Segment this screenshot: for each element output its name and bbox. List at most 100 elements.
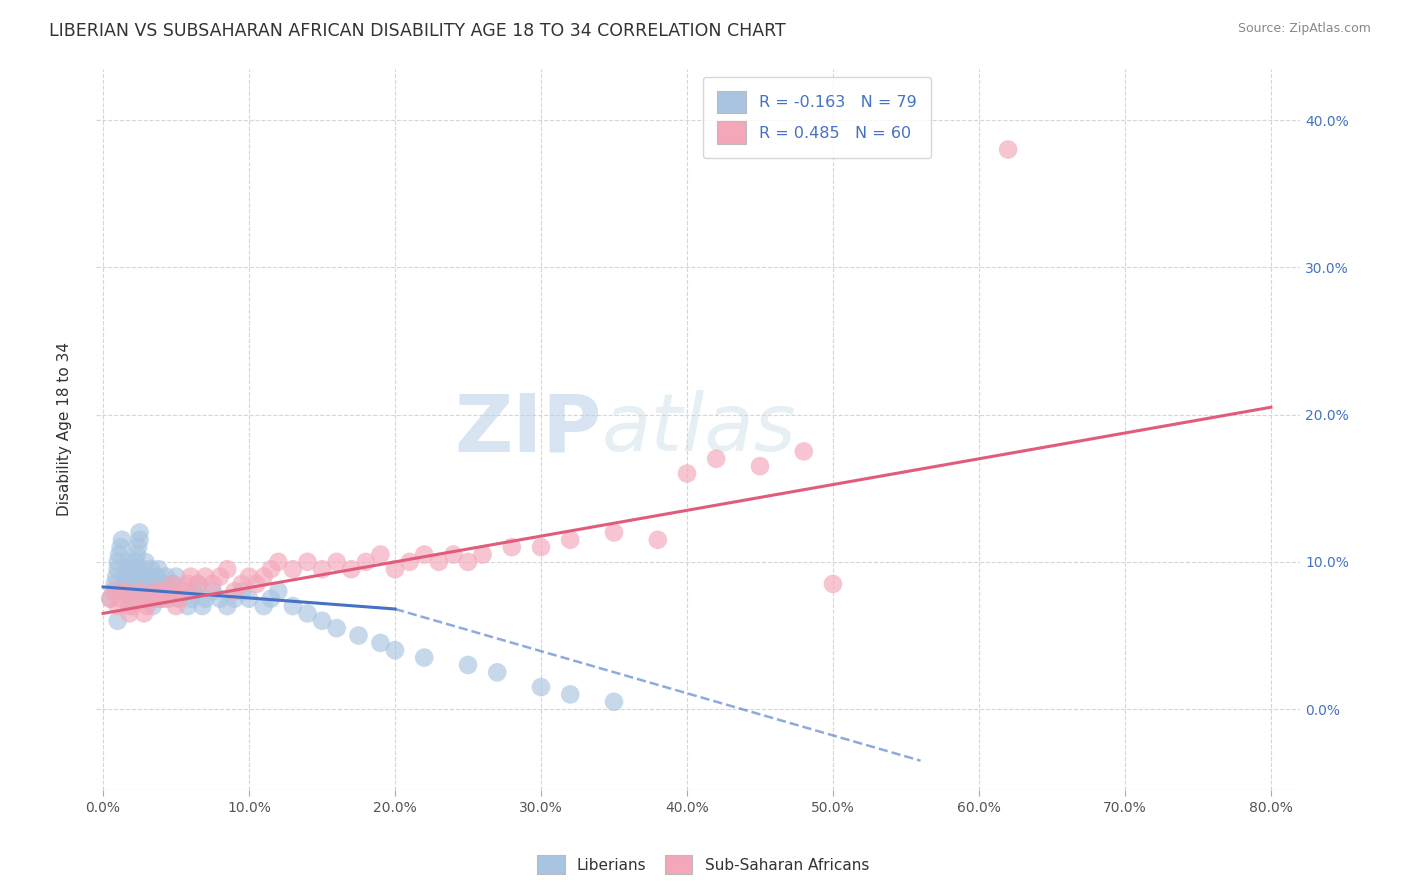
- Point: [114, 584, 136, 599]
- Point: [159, 584, 181, 599]
- Point: [267, 584, 290, 599]
- Point: [486, 665, 509, 680]
- Point: [128, 525, 150, 540]
- Point: [129, 577, 152, 591]
- Point: [191, 599, 214, 613]
- Point: [157, 591, 180, 606]
- Point: [281, 599, 304, 613]
- Point: [311, 614, 333, 628]
- Point: [603, 525, 626, 540]
- Point: [150, 584, 173, 599]
- Legend: Liberians, Sub-Saharan Africans: Liberians, Sub-Saharan Africans: [531, 849, 875, 880]
- Point: [128, 584, 150, 599]
- Text: ZIP: ZIP: [454, 391, 602, 468]
- Point: [297, 607, 319, 621]
- Point: [105, 569, 128, 583]
- Point: [471, 548, 494, 562]
- Point: [267, 555, 290, 569]
- Point: [997, 143, 1019, 157]
- Point: [132, 562, 155, 576]
- Point: [231, 577, 253, 591]
- Point: [110, 591, 132, 606]
- Point: [384, 643, 406, 657]
- Point: [238, 569, 260, 583]
- Point: [162, 577, 184, 591]
- Point: [135, 599, 157, 613]
- Point: [749, 459, 772, 474]
- Point: [172, 584, 194, 599]
- Point: [187, 577, 209, 591]
- Point: [253, 569, 276, 583]
- Point: [560, 687, 582, 701]
- Point: [107, 555, 129, 569]
- Point: [127, 540, 149, 554]
- Point: [135, 584, 157, 599]
- Point: [121, 577, 143, 591]
- Point: [231, 584, 253, 599]
- Point: [253, 599, 276, 613]
- Point: [560, 533, 582, 547]
- Point: [603, 695, 626, 709]
- Point: [117, 555, 139, 569]
- Point: [457, 657, 479, 672]
- Point: [413, 650, 436, 665]
- Point: [347, 628, 370, 642]
- Point: [107, 614, 129, 628]
- Point: [297, 555, 319, 569]
- Point: [180, 591, 202, 606]
- Point: [132, 607, 155, 621]
- Point: [125, 548, 148, 562]
- Point: [177, 577, 200, 591]
- Point: [501, 540, 523, 554]
- Point: [427, 555, 450, 569]
- Point: [311, 562, 333, 576]
- Point: [143, 584, 166, 599]
- Point: [110, 540, 132, 554]
- Point: [180, 569, 202, 583]
- Point: [238, 591, 260, 606]
- Point: [118, 607, 141, 621]
- Point: [457, 555, 479, 569]
- Point: [107, 562, 129, 576]
- Point: [183, 584, 205, 599]
- Point: [208, 591, 231, 606]
- Point: [413, 548, 436, 562]
- Point: [260, 562, 283, 576]
- Point: [139, 591, 162, 606]
- Point: [172, 584, 194, 599]
- Point: [134, 555, 156, 569]
- Point: [162, 577, 184, 591]
- Point: [121, 584, 143, 599]
- Point: [157, 584, 180, 599]
- Legend: R = -0.163   N = 79, R = 0.485   N = 60: R = -0.163 N = 79, R = 0.485 N = 60: [703, 77, 931, 159]
- Point: [177, 599, 200, 613]
- Point: [530, 540, 553, 554]
- Point: [131, 569, 153, 583]
- Point: [217, 599, 239, 613]
- Point: [153, 591, 176, 606]
- Point: [224, 591, 246, 606]
- Point: [121, 569, 143, 583]
- Point: [135, 591, 157, 606]
- Point: [165, 599, 187, 613]
- Point: [325, 621, 347, 635]
- Point: [148, 591, 170, 606]
- Point: [281, 562, 304, 576]
- Point: [530, 680, 553, 694]
- Point: [167, 591, 190, 606]
- Point: [114, 577, 136, 591]
- Text: atlas: atlas: [602, 391, 796, 468]
- Point: [167, 591, 190, 606]
- Point: [398, 555, 420, 569]
- Point: [120, 591, 142, 606]
- Point: [108, 548, 131, 562]
- Point: [114, 569, 136, 583]
- Point: [145, 577, 167, 591]
- Point: [124, 555, 146, 569]
- Point: [148, 562, 170, 576]
- Point: [793, 444, 815, 458]
- Point: [208, 569, 231, 583]
- Point: [112, 584, 135, 599]
- Point: [153, 577, 176, 591]
- Point: [647, 533, 669, 547]
